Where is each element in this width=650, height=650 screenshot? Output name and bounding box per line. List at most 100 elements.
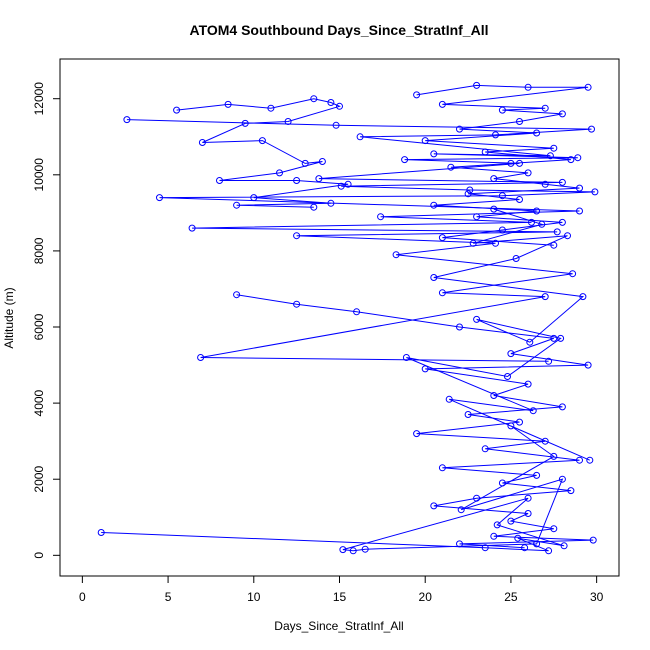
data-point [541, 293, 549, 301]
data-point [524, 494, 532, 502]
data-point [589, 536, 597, 544]
data-point [524, 510, 532, 517]
data-point [310, 95, 318, 103]
data-point [421, 137, 429, 145]
data-point [586, 456, 594, 464]
data-point [430, 274, 438, 281]
x-axis: 0 5 10 15 20 25 30 [79, 575, 604, 604]
y-tick-label: 4000 [32, 389, 46, 416]
data-point [545, 547, 553, 555]
data-point [584, 83, 592, 91]
data-point [588, 125, 595, 133]
data-point [574, 154, 582, 162]
data-point [318, 158, 326, 165]
data-point [315, 175, 323, 183]
data-point [430, 150, 438, 158]
data-point [541, 104, 549, 112]
y-tick-label: 10000 [32, 158, 46, 192]
data-point [445, 395, 453, 403]
data-point [438, 289, 446, 297]
data-point [498, 106, 506, 114]
y-tick-label: 8000 [32, 237, 46, 264]
data-point [526, 338, 534, 346]
data-point [123, 116, 131, 124]
data-point [507, 159, 515, 167]
data-point [464, 411, 472, 418]
data-point [473, 315, 481, 323]
data-point [569, 270, 577, 278]
chart-title: ATOM4 Southbound Days_Since_StratInf_All [190, 22, 489, 38]
data-point [516, 418, 523, 426]
y-axis-label: Altitude (m) [2, 287, 16, 348]
data-point [473, 213, 481, 221]
data-point [550, 525, 558, 533]
data-point [353, 308, 361, 316]
data-point [457, 506, 465, 514]
data-point [528, 218, 535, 226]
data-point [327, 199, 335, 207]
data-point [492, 239, 499, 247]
data-point [507, 517, 515, 525]
y-tick-label: 2000 [32, 466, 46, 493]
data-point [541, 180, 549, 188]
data-point [156, 194, 163, 202]
data-point [533, 129, 541, 137]
data-point [576, 207, 583, 215]
data-point [344, 180, 352, 188]
data-point [558, 403, 566, 411]
data-point [533, 540, 541, 548]
data-point [516, 196, 523, 203]
data-point [401, 156, 409, 164]
data-point [267, 104, 275, 112]
data-point [550, 144, 558, 152]
x-tick-label: 0 [79, 590, 86, 604]
data-point [413, 91, 421, 99]
data-point [579, 293, 587, 301]
data-point [524, 169, 532, 177]
plot-frame [59, 58, 620, 577]
y-tick-label: 6000 [32, 313, 46, 340]
data-point [188, 224, 196, 232]
data-point [233, 201, 241, 209]
data-point [558, 178, 566, 186]
data-point [553, 228, 561, 236]
data-point [447, 163, 455, 171]
data-point [339, 546, 347, 554]
data-point [97, 529, 105, 536]
data-point [284, 118, 292, 125]
data-point [349, 547, 357, 555]
data-point [481, 148, 489, 156]
series-line [176, 98, 349, 208]
data-point [301, 159, 309, 167]
data-point [545, 357, 553, 365]
data-point [533, 471, 541, 479]
y-tick-label: 0 [32, 552, 46, 559]
series-line [236, 294, 594, 549]
data-point [456, 125, 463, 133]
data-point [558, 110, 566, 118]
data-point [456, 323, 463, 331]
data-point [336, 102, 343, 110]
data-point [492, 131, 499, 139]
data-point [507, 350, 515, 358]
data-point [481, 445, 489, 453]
data-point [584, 361, 592, 369]
data-point [250, 194, 258, 202]
data-point [197, 354, 205, 361]
data-point [464, 190, 472, 198]
data-point [327, 99, 335, 106]
data-point [473, 81, 481, 89]
data-point [293, 177, 301, 184]
x-tick-label: 25 [504, 590, 518, 604]
data-point [438, 100, 446, 108]
data-point [490, 532, 498, 540]
y-tick-label: 12000 [32, 82, 46, 116]
data-point [173, 106, 181, 114]
data-point [493, 521, 501, 529]
series-line [101, 208, 590, 552]
data-point [332, 121, 340, 129]
data-point [514, 534, 522, 542]
data-point [224, 100, 232, 108]
data-point [558, 475, 566, 483]
